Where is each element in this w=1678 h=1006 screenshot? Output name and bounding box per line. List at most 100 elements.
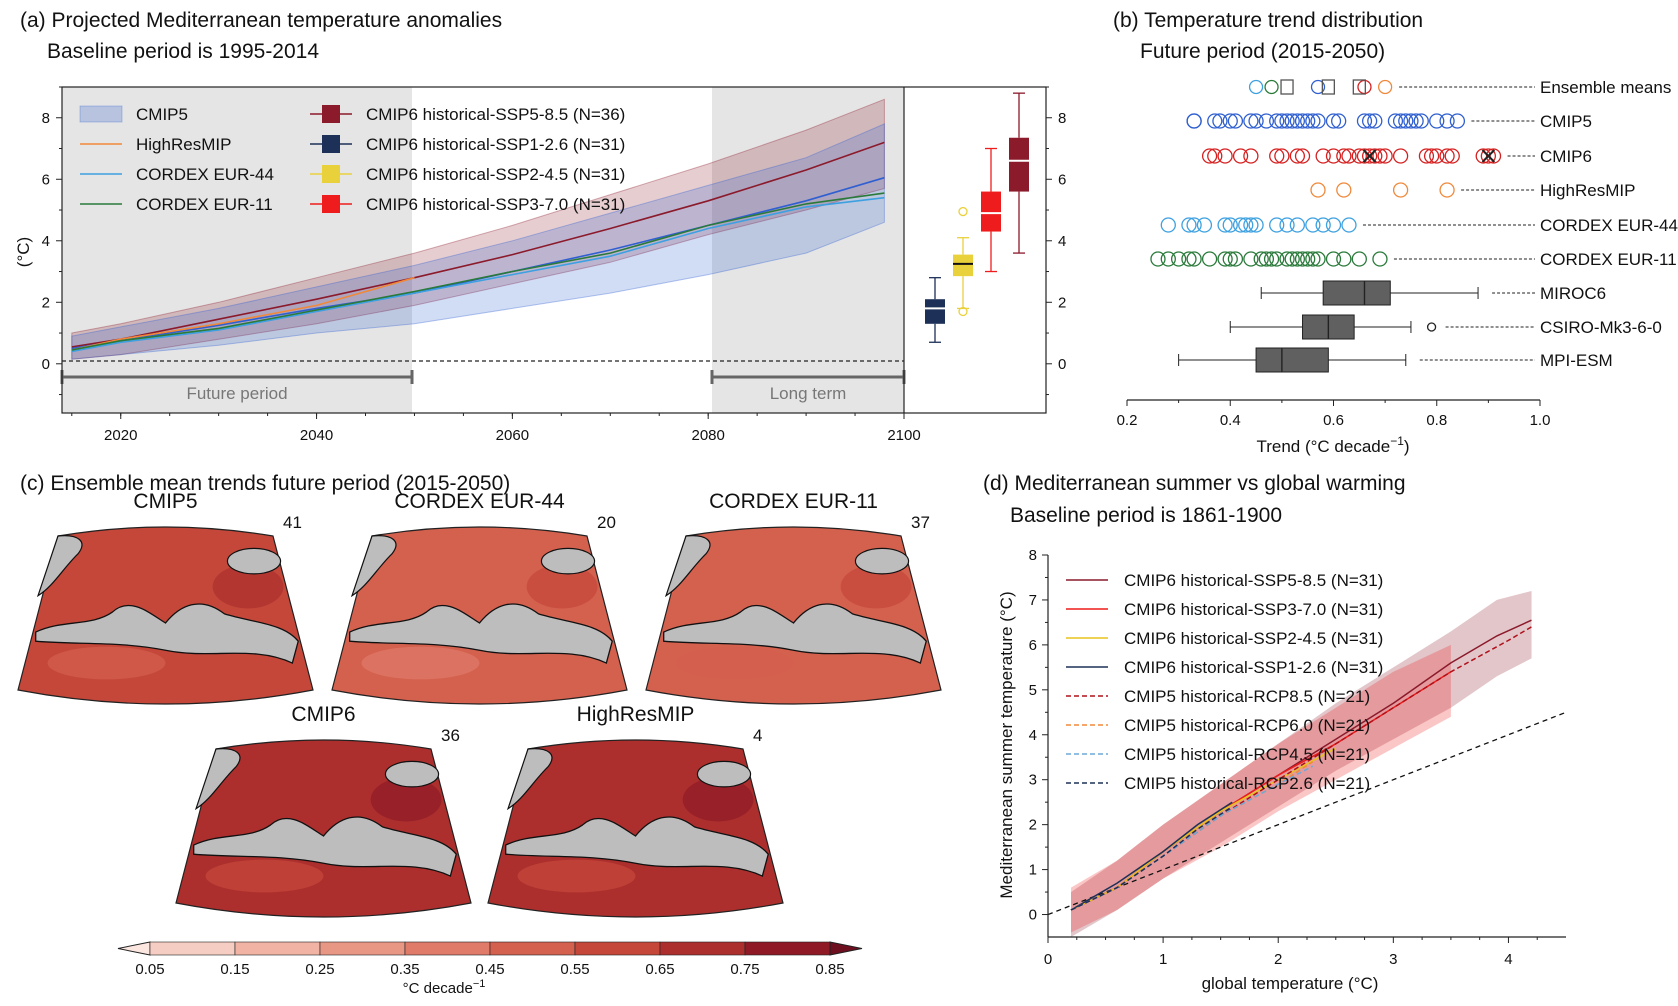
future-period-shade — [62, 87, 412, 413]
map-title-cmip5: CMIP5 — [133, 490, 197, 513]
xtick-label-0: 0 — [1044, 951, 1052, 968]
legend-label-cmip5-historical-rcp2-6-n-21: CMIP5 historical-RCP2.6 (N=21) — [1124, 774, 1370, 793]
colorbar-tick-0.65: 0.65 — [645, 961, 674, 978]
map-black-sea-cmip6 — [384, 760, 440, 788]
colorbar-tick-0.15: 0.15 — [220, 961, 249, 978]
panel-d-title: (d) Mediterranean summer vs global warmi… — [983, 472, 1406, 495]
point-cordex-eur-44 — [1186, 217, 1202, 233]
point-cmip6 — [1315, 148, 1331, 164]
point-cordex-eur-44 — [1217, 217, 1233, 233]
band-cmip6-historical-ssp5-8-5-n-36 — [71, 98, 885, 360]
point-cordex-eur-11 — [1269, 251, 1285, 267]
row-label-cordex-eur-44: CORDEX EUR-44 — [1540, 216, 1678, 235]
line-cordex-eur-44 — [71, 196, 885, 353]
point-cmip6 — [1475, 148, 1491, 164]
ytick-label-2: 2 — [1029, 817, 1037, 834]
point-cordex-eur-11 — [1294, 251, 1311, 267]
point-cordex-eur-44 — [1222, 217, 1238, 233]
panel-a-boxplots — [925, 92, 1029, 343]
ytick-label-0: 0 — [1029, 907, 1037, 924]
point-cordex-eur-11 — [1284, 251, 1300, 267]
colorbar-tick-0.75: 0.75 — [730, 961, 759, 978]
ytick-label-right-6: 6 — [1058, 171, 1066, 188]
xtick-label-1.0: 1.0 — [1530, 412, 1551, 429]
square-ensemble-means — [1280, 79, 1294, 95]
colorbar-segment — [319, 941, 406, 956]
box-mpi-esm — [1255, 347, 1329, 373]
flier-cmip6-historical-ssp2-4-5-n-31 — [958, 306, 968, 317]
map-n-cmip6: 36 — [441, 726, 460, 745]
line-cmip5-historical-rcp8-5-n-21 — [1070, 626, 1532, 911]
point-cmip5 — [1392, 113, 1409, 129]
map-black-sea-highresmip — [696, 760, 752, 788]
colorbar-label: °C decade−1 — [403, 978, 486, 997]
colorbar-tick-0.25: 0.25 — [305, 961, 334, 978]
map-title-cordex-eur-11: CORDEX EUR-11 — [709, 490, 878, 513]
xtick-label-2040: 2040 — [300, 427, 333, 444]
long-term-label: Long term — [770, 384, 847, 403]
ytick-label-8: 8 — [1029, 547, 1037, 564]
point-cordex-eur-44 — [1232, 217, 1249, 233]
legend-label-cmip6-historical-ssp2-4-5-n-31: CMIP6 historical-SSP2-4.5 (N=31) — [366, 165, 625, 184]
point-cmip6 — [1480, 148, 1497, 164]
point-cordex-eur-11 — [1279, 251, 1295, 267]
point-cmip5 — [1279, 113, 1295, 129]
legend-label-cmip6-historical-ssp3-7-0-n-31: CMIP6 historical-SSP3-7.0 (N=31) — [1124, 600, 1383, 619]
point-cordex-eur-11 — [1336, 251, 1352, 267]
row-label-mpi-esm: MPI-ESM — [1540, 351, 1613, 370]
colorbar-segment — [574, 941, 661, 956]
xtick-label-2080: 2080 — [691, 427, 724, 444]
legend-label-cmip5-historical-rcp8-5-n-21: CMIP5 historical-RCP8.5 (N=21) — [1124, 687, 1370, 706]
map-cordex-eur-11: CORDEX EUR-11 37 — [645, 490, 942, 705]
legend-label-cordex-eur-11: CORDEX EUR-11 — [136, 195, 273, 214]
colorbar-tick-0.35: 0.35 — [390, 961, 419, 978]
point-cmip6 — [1243, 148, 1259, 164]
box-cmip6-historical-ssp5-8-5-n-36 — [1009, 137, 1029, 192]
point-cordex-eur-44 — [1279, 217, 1295, 233]
colorbar-tick-0.55: 0.55 — [560, 961, 589, 978]
point-cmip5 — [1387, 113, 1404, 129]
point-cordex-eur-11 — [1170, 251, 1187, 267]
panel-a-axes: 2020 2040 2060 2080 2100 0 0 2 2 4 4 6 6 8 8 — [42, 86, 1066, 444]
point-cordex-eur-11 — [1186, 251, 1202, 267]
point-cmip6 — [1423, 148, 1440, 164]
point-highresmip — [1336, 182, 1352, 198]
map-patch-highresmip — [517, 859, 636, 893]
map-atlantic-cmip6 — [194, 748, 241, 811]
xtick-label-0.4: 0.4 — [1220, 412, 1241, 429]
point-cmip5 — [1207, 113, 1223, 129]
xtick-label-3: 3 — [1389, 951, 1397, 968]
point-ensemble-means — [1357, 79, 1372, 95]
panel-a-title: (a) Projected Mediterranean temperature … — [20, 9, 502, 32]
point-cordex-eur-44 — [1181, 217, 1197, 233]
point-cordex-eur-11 — [1300, 251, 1316, 267]
xtick-label-0.6: 0.6 — [1323, 412, 1344, 429]
point-cordex-eur-44 — [1243, 217, 1259, 233]
point-cmip6 — [1418, 148, 1435, 164]
map-patch-cmip6 — [370, 777, 442, 822]
ytick-label-right-2: 2 — [1058, 294, 1066, 311]
point-cordex-eur-11 — [1222, 251, 1238, 267]
row-label-highresmip: HighResMIP — [1540, 181, 1635, 200]
band-cmip6-historical-ssp5-8-5-n-31 — [1071, 591, 1532, 937]
point-cmip6 — [1217, 148, 1233, 164]
ytick-label-5: 5 — [1029, 682, 1037, 699]
point-cmip6 — [1439, 148, 1455, 164]
map-sea-area-cmip6 — [193, 816, 457, 877]
point-ensemble-means — [1248, 79, 1264, 95]
line-cmip5-historical-rcp2-6-n-21 — [1070, 806, 1233, 911]
point-cmip5 — [1398, 113, 1414, 129]
legend-swatch-cmip6-historical-ssp5-8-5-n-36 — [322, 105, 340, 123]
map-title-highresmip: HighResMIP — [577, 703, 695, 726]
point-cmip5 — [1408, 113, 1424, 129]
point-cmip5 — [1439, 113, 1455, 129]
point-cordex-eur-44 — [1289, 217, 1306, 233]
colorbar-extend-low — [117, 941, 151, 956]
ytick-label-1: 1 — [1029, 862, 1037, 879]
point-cmip5 — [1403, 113, 1419, 129]
point-cmip6 — [1232, 148, 1249, 164]
point-cordex-eur-44 — [1315, 217, 1331, 233]
point-cordex-eur-11 — [1289, 251, 1306, 267]
panel-b-xlabel: Trend (°C decade−1) — [1256, 434, 1409, 456]
map-patch-highresmip — [682, 777, 754, 822]
